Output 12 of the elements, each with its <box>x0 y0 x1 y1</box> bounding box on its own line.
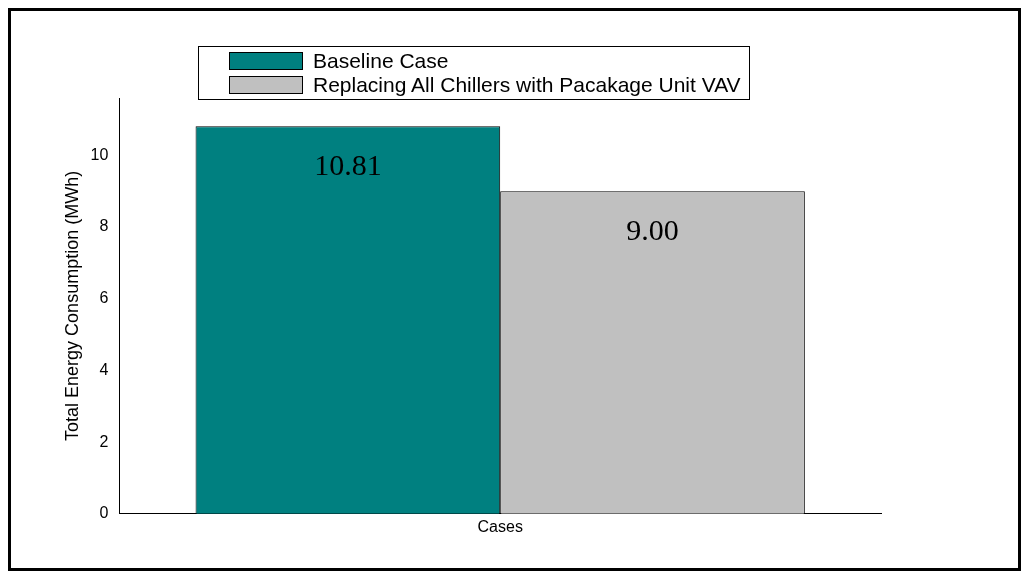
y-axis-title: Total Energy Consumption (MWh) <box>61 170 82 441</box>
x-axis-title: Cases <box>477 517 523 535</box>
y-tick-label: 2 <box>99 432 109 450</box>
y-tick-label: 4 <box>99 360 109 378</box>
legend-label: Replacing All Chillers with Pacakage Unit VAV <box>313 73 741 97</box>
y-tick-label: 10 <box>90 145 109 163</box>
y-tick-label: 0 <box>99 504 109 522</box>
y-tick-label: 8 <box>99 217 109 235</box>
y-tick-label: 6 <box>99 289 109 307</box>
text: Baseline Case <box>313 49 449 73</box>
data-label: 9.00 <box>626 213 679 247</box>
data-label: 10.81 <box>314 148 382 182</box>
